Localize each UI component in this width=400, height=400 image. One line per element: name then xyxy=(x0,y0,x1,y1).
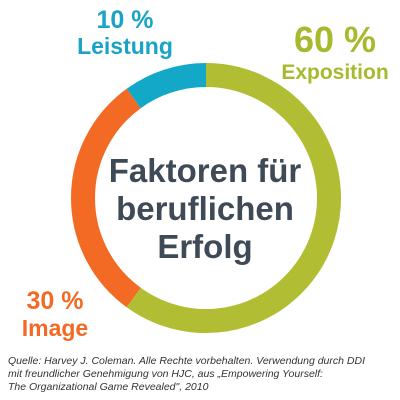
slice-label-exposition: 60 % Exposition xyxy=(270,19,400,84)
slice-label-image: 30 % Image xyxy=(0,289,110,340)
slice-exposition xyxy=(126,63,341,333)
slice-image xyxy=(71,88,141,308)
source-line-3: The Organizational Game Revealed", 2010 xyxy=(8,381,209,393)
source-line-2: mit freundlicher Genehmigung von HJC, au… xyxy=(8,368,323,380)
slice-label-leistung-name: Leistung xyxy=(77,33,173,59)
chart-title-line-1: Faktoren für xyxy=(108,152,302,189)
chart-title-line-3: Erfolg xyxy=(157,228,253,265)
slice-label-leistung-value: 10 % xyxy=(96,6,154,34)
slice-label-image-name: Image xyxy=(21,315,89,341)
slice-label-exposition-name: Exposition xyxy=(281,61,389,84)
slice-label-leistung: 10 % Leistung xyxy=(60,8,190,58)
chart-title-line-2: beruflichen xyxy=(116,190,294,227)
slice-label-exposition-value: 60 % xyxy=(293,19,377,60)
chart-title: Faktoren für beruflichen Erfolg xyxy=(75,152,335,266)
source-line-1: Quelle: Harvey J. Coleman. Alle Rechte v… xyxy=(8,355,365,367)
source-note: Quelle: Harvey J. Coleman. Alle Rechte v… xyxy=(8,355,396,394)
slice-leistung xyxy=(126,63,207,109)
slice-label-image-value: 30 % xyxy=(26,287,84,315)
